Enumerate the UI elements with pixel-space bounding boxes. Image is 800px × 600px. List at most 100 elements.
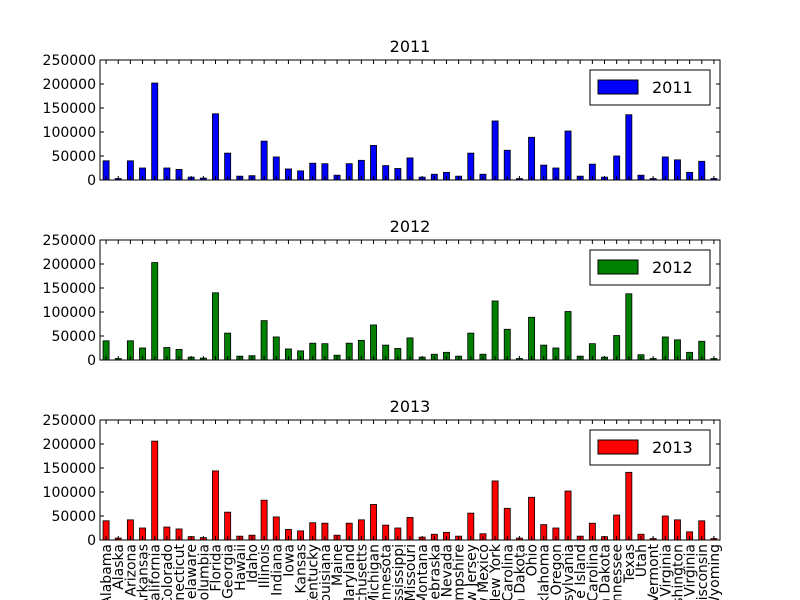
bar [564,490,572,541]
bar [151,262,159,361]
x-tick-label: Montana [415,544,431,600]
y-tick-label: 250000 [43,233,96,249]
y-tick-label: 100000 [43,305,96,321]
x-tick-label: Rhode Island [573,544,589,600]
bar [467,332,475,361]
bar [528,316,536,361]
x-tick-label: Texas [622,544,638,584]
bar [491,120,499,181]
legend-swatch [597,439,639,455]
y-tick-label: 100000 [43,125,96,141]
bar [503,149,511,181]
bar [503,328,511,361]
bar [503,507,511,541]
bar [260,499,268,541]
y-tick-label: 0 [87,533,96,549]
x-tick-label: Florida [208,544,224,592]
bar [564,311,572,361]
x-tick-label: Louisiana [318,544,334,600]
x-tick-label: Tennessee [610,544,626,600]
x-tick-label: South Dakota [598,544,614,600]
y-tick-label: 100000 [43,485,96,501]
x-tick-label: Virginia [658,544,674,597]
x-tick-label: Maryland [342,544,358,600]
legend-label: 2011 [652,78,693,97]
x-tick-label: Idaho [245,544,261,583]
y-tick-label: 200000 [43,257,96,273]
x-tick-label: North Carolina [500,544,516,600]
bar [528,136,536,181]
x-tick-label: Kentucky [306,544,322,600]
x-tick-label: Arizona [123,544,139,597]
x-tick-label: Alabama [99,544,115,600]
bar [260,140,268,181]
x-tick-label: Pennsylvania [561,544,577,600]
subplot: 2012 0 50000 100000 150000 200000 250000 2012 [43,217,721,369]
bar [467,152,475,181]
y-tick-label: 150000 [43,461,96,477]
x-tick-label: New York [488,543,504,600]
bar [260,320,268,361]
bar [491,300,499,361]
y-tick-label: 150000 [43,281,96,297]
bar [212,113,219,181]
x-tick-label: Colorado [160,544,176,600]
x-tick-label: Oklahoma [537,544,553,600]
axes-frame [99,419,721,541]
bar [151,82,159,181]
subplot: 2011 0 50000 100000 150000 200000 250000 2011 [43,37,721,189]
axes-frame [99,59,721,181]
legend-label: 2012 [652,258,693,277]
x-tick-label: Vermont [646,543,662,600]
bar [625,471,633,541]
subplot-title: 2012 [390,217,431,236]
y-tick-label: 150000 [43,101,96,117]
y-tick-label: 200000 [43,437,96,453]
x-tick-label: North Dakota [512,544,528,600]
bar [224,332,232,361]
x-tick-label: Georgia [221,544,237,599]
x-tick-label: Massachusetts [354,544,370,600]
y-tick-label: 250000 [43,413,96,429]
x-tick-label: Hawaii [233,544,249,591]
bar [491,480,499,541]
subplot-title: 2011 [390,37,431,56]
bar [224,511,232,541]
x-tick-label: Nevada [439,544,455,597]
x-tick-label: California [148,544,164,600]
x-tick-label: Alaska [111,544,127,590]
bar [625,114,633,181]
y-tick-label: 250000 [43,53,96,69]
x-tick-label: Illinois [257,544,273,588]
x-tick-label: Iowa [281,544,297,577]
bar [370,504,377,541]
x-tick-label: Delaware [184,544,200,600]
x-tick-label: South Carolina [585,544,601,600]
x-tick-label: Maine [330,544,346,586]
x-tick-label: Ohio [525,544,541,576]
bar [467,512,475,541]
bar [224,152,232,181]
x-tick-label: New Mexico [476,544,492,600]
y-tick-label: 50000 [51,149,96,165]
x-tick-label: Missouri [403,544,419,600]
bar [370,324,377,361]
x-tick-label: Utah [634,544,650,577]
x-tick-label: Connecticut [172,543,188,600]
y-tick-label: 50000 [51,509,96,525]
x-tick-label: New Jersey [464,544,480,600]
y-tick-label: 0 [87,353,96,369]
legend-label: 2013 [652,438,693,457]
x-tick-label: Minnesota [379,544,395,600]
bar [625,293,633,361]
bar [212,292,219,361]
x-tick-label: Nebraska [427,544,443,600]
bar [151,440,159,541]
x-tick-label: District of Columbia [196,544,212,600]
x-tick-label: Washington [670,544,686,600]
bar [528,496,536,541]
x-tick-label: Indiana [269,544,285,596]
x-tick-label: Michigan [367,544,383,600]
x-tick-label: West Virginia [683,544,699,600]
